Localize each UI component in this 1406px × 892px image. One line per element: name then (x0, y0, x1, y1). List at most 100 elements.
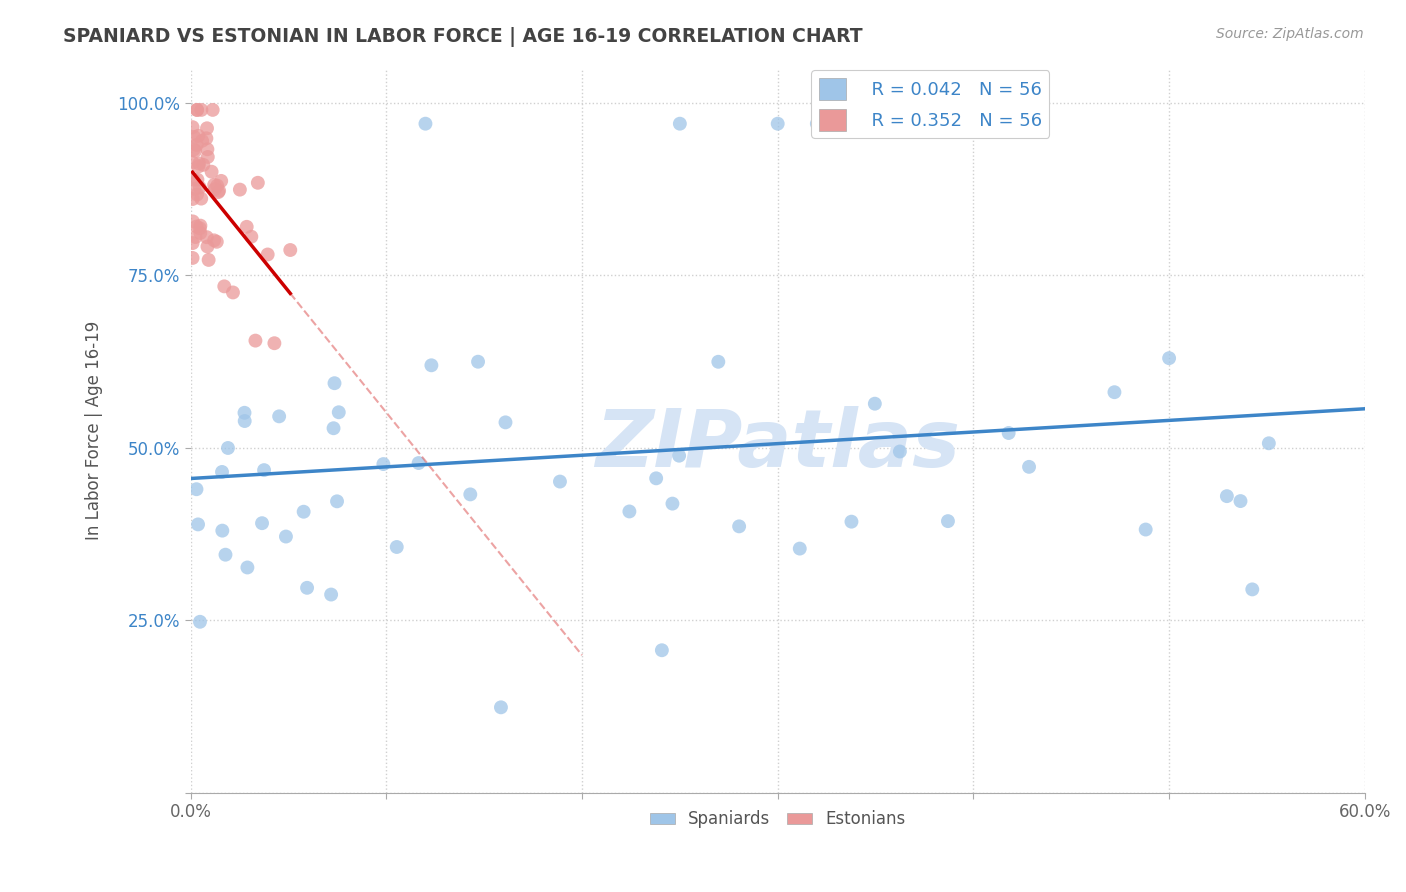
Point (217, 441, 239, 455)
Point (253, 463, 276, 477)
Point (195, 121, 218, 136)
Point (186, 219, 208, 234)
Point (278, 243, 301, 257)
Point (190, 219, 212, 233)
Point (186, 482, 208, 496)
Point (651, 643, 673, 657)
Point (1216, 489, 1239, 503)
Point (197, 142, 219, 156)
Point (222, 285, 245, 300)
Point (292, 505, 315, 519)
Point (1257, 436, 1279, 450)
Point (233, 406, 256, 420)
Point (707, 355, 730, 369)
Point (321, 588, 343, 602)
Point (245, 334, 267, 348)
Point (184, 230, 207, 244)
Point (205, 235, 228, 249)
Point (789, 541, 811, 556)
Point (188, 221, 211, 235)
Point (211, 465, 233, 479)
Point (229, 183, 252, 197)
Point (408, 456, 430, 470)
Point (183, 143, 205, 157)
Point (256, 247, 278, 261)
Point (373, 457, 395, 471)
Point (295, 581, 318, 595)
Point (181, 120, 204, 135)
Point (186, 103, 208, 117)
Point (250, 516, 273, 531)
Point (214, 279, 236, 293)
Point (188, 156, 211, 170)
Point (202, 233, 225, 247)
Point (936, 514, 959, 528)
Point (323, 376, 346, 391)
Point (841, 515, 863, 529)
Point (845, 117, 868, 131)
Point (1104, 385, 1126, 400)
Point (1159, 351, 1181, 366)
Point (889, 444, 911, 458)
Point (187, 160, 209, 174)
Point (385, 540, 408, 554)
Point (489, 700, 512, 714)
Point (1229, 494, 1251, 508)
Point (181, 192, 204, 206)
Point (195, 131, 218, 145)
Point (183, 172, 205, 186)
Point (1018, 459, 1040, 474)
Point (201, 103, 224, 117)
Legend: Spaniards, Estonians: Spaniards, Estonians (643, 804, 912, 835)
Point (181, 251, 204, 265)
Point (200, 165, 222, 179)
Point (233, 414, 256, 428)
Point (211, 524, 233, 538)
Point (458, 487, 481, 501)
Point (209, 174, 232, 188)
Point (420, 359, 443, 373)
Point (415, 117, 437, 131)
Point (208, 184, 231, 198)
Text: ZIPatlas: ZIPatlas (595, 406, 960, 484)
Point (193, 158, 215, 172)
Point (190, 192, 212, 206)
Point (240, 229, 263, 244)
Point (183, 129, 205, 144)
Point (668, 449, 690, 463)
Point (183, 182, 205, 196)
Point (197, 150, 219, 164)
Point (326, 494, 349, 508)
Point (181, 214, 204, 228)
Point (186, 137, 208, 152)
Text: Source: ZipAtlas.com: Source: ZipAtlas.com (1216, 27, 1364, 41)
Point (214, 548, 236, 562)
Y-axis label: In Labor Force | Age 16-19: In Labor Force | Age 16-19 (86, 321, 103, 541)
Point (263, 336, 285, 351)
Point (187, 517, 209, 532)
Point (863, 397, 886, 411)
Point (190, 103, 212, 117)
Point (661, 497, 683, 511)
Point (235, 219, 257, 234)
Point (467, 355, 489, 369)
Point (997, 425, 1019, 440)
Point (645, 471, 668, 485)
Point (806, 117, 828, 131)
Point (188, 615, 211, 629)
Point (322, 421, 344, 435)
Point (1241, 582, 1264, 597)
Point (205, 178, 228, 193)
Point (197, 239, 219, 253)
Point (188, 180, 211, 194)
Point (728, 519, 751, 533)
Point (181, 155, 204, 169)
Point (187, 128, 209, 143)
Point (328, 405, 350, 419)
Point (495, 416, 517, 430)
Point (202, 178, 225, 192)
Point (236, 560, 259, 574)
Point (207, 185, 229, 199)
Point (1135, 523, 1157, 537)
Point (188, 226, 211, 240)
